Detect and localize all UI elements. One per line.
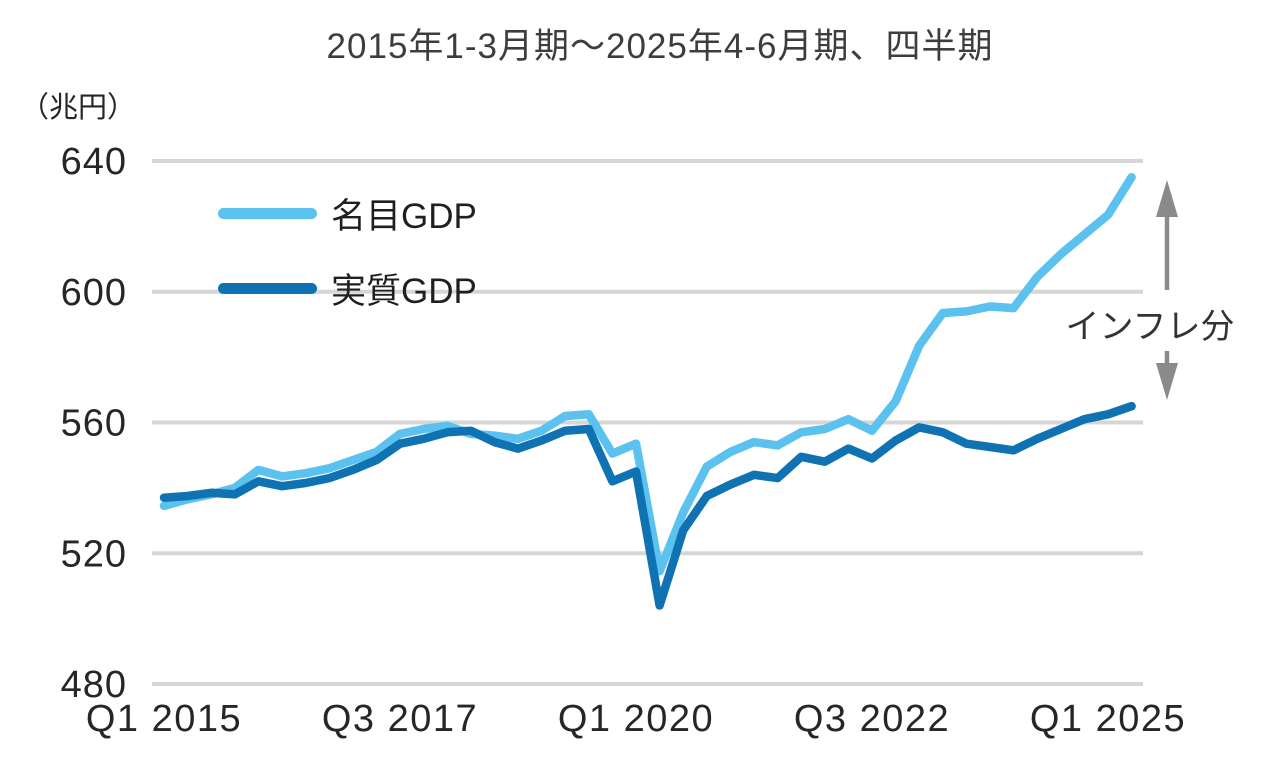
y-tick-label: 600 <box>61 272 127 314</box>
legend-item-nominal-gdp: 名目GDP <box>218 192 477 236</box>
arrow-up-head <box>1156 180 1178 217</box>
arrow-down-head <box>1156 363 1178 400</box>
y-tick-label: 640 <box>61 141 127 183</box>
y-tick-label: 560 <box>61 403 127 445</box>
y-tick-label: 480 <box>61 664 127 706</box>
legend-label-nominal-gdp: 名目GDP <box>331 196 477 236</box>
x-tick-label: Q1 2020 <box>558 698 714 740</box>
inflation-gap-label: インフレ分 <box>1065 308 1235 346</box>
x-tick-label: Q3 2017 <box>322 698 478 740</box>
legend-item-real-gdp: 実質GDP <box>218 267 477 311</box>
chart-title: 2015年1-3月期～2025年4-6月期、四半期 <box>326 27 994 66</box>
real-gdp-line <box>159 401 1136 610</box>
real-gdp-line-swatch <box>218 282 317 294</box>
x-tick-label: Q3 2022 <box>794 698 950 740</box>
y-tick-label: 520 <box>61 533 127 575</box>
x-tick-label: Q1 2015 <box>86 698 242 740</box>
nominal-gdp-line-swatch <box>218 207 317 219</box>
x-tick-label: Q1 2025 <box>1030 698 1186 740</box>
y-axis-unit-label: （兆円） <box>20 92 137 124</box>
nominal-gdp-line <box>159 173 1136 576</box>
legend-label-real-gdp: 実質GDP <box>331 271 477 311</box>
